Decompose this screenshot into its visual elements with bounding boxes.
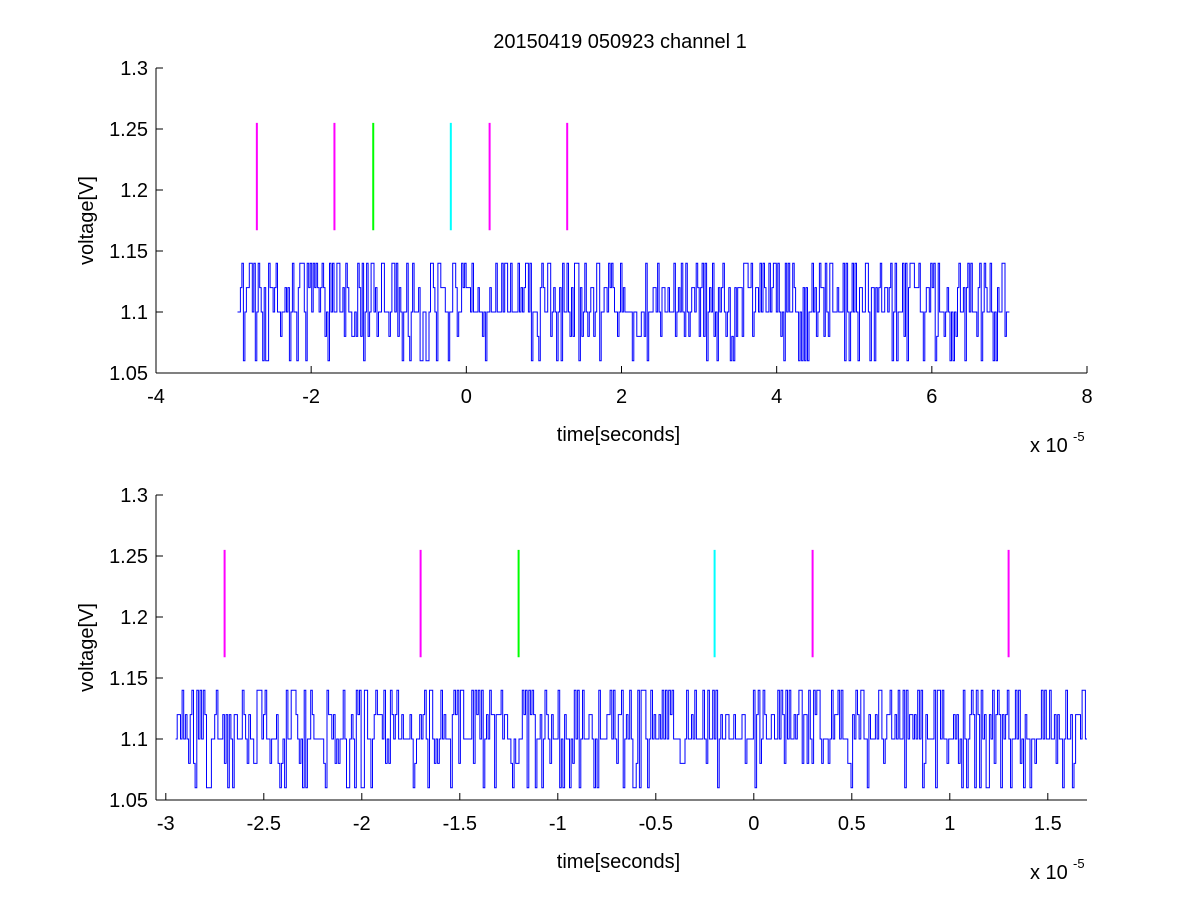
x-exponent-label: x 10 [1030, 862, 1068, 884]
x-tick-label: -2.5 [247, 813, 281, 835]
x-tick-label: 0 [748, 813, 759, 835]
x-tick-label: -2 [302, 386, 320, 408]
x-tick-label: -3 [157, 813, 175, 835]
plot-bottom: -3 -2.5 -2 -1.5 -1 -0.5 0 0.5 1 1.5 1.05 1.1 1.15 1.2… [76, 485, 1087, 884]
y-tick-label: 1.05 [109, 790, 148, 812]
y-tick-label: 1.25 [109, 119, 148, 141]
y-tick-label: 1.3 [120, 485, 148, 507]
x-tick-label: 4 [771, 386, 782, 408]
x-tick-label: 6 [926, 386, 937, 408]
x-tick-label: -2 [353, 813, 371, 835]
x-exponent-power: -5 [1073, 429, 1085, 444]
signal-trace [175, 689, 1087, 789]
y-tick-label: 1.25 [109, 546, 148, 568]
x-tick-label: 8 [1081, 386, 1092, 408]
x-tick-label: 2 [616, 386, 627, 408]
y-tick-label: 1.2 [120, 180, 148, 202]
y-tick-label: 1.3 [120, 58, 148, 80]
signal-trace [237, 262, 1010, 362]
x-exponent-label: x 10 [1030, 435, 1068, 457]
x-tick-label: -4 [147, 386, 165, 408]
x-tick-label: 1.5 [1034, 813, 1062, 835]
y-axis-label: voltage[V] [76, 603, 98, 692]
y-tick-label: 1.15 [109, 241, 148, 263]
x-exponent-power: -5 [1073, 856, 1085, 871]
x-axis-label: time[seconds] [557, 424, 680, 446]
y-tick-label: 1.15 [109, 668, 148, 690]
plot-top: -4 -2 0 2 4 6 8 1.05 1.1 1.15 1.2 1.25 1.3 time[secon… [76, 58, 1093, 457]
x-tick-label: -1.5 [443, 813, 477, 835]
x-axis-label: time[seconds] [557, 851, 680, 873]
x-tick-label: 0.5 [838, 813, 866, 835]
x-tick-label: -0.5 [639, 813, 673, 835]
y-tick-label: 1.2 [120, 607, 148, 629]
y-tick-label: 1.1 [120, 729, 148, 751]
x-tick-label: 1 [944, 813, 955, 835]
y-tick-label: 1.05 [109, 363, 148, 385]
x-tick-label: 0 [461, 386, 472, 408]
x-tick-label: -1 [549, 813, 567, 835]
y-axis-label: voltage[V] [76, 176, 98, 265]
y-tick-label: 1.1 [120, 302, 148, 324]
figure-title: 20150419 050923 channel 1 [493, 31, 747, 53]
